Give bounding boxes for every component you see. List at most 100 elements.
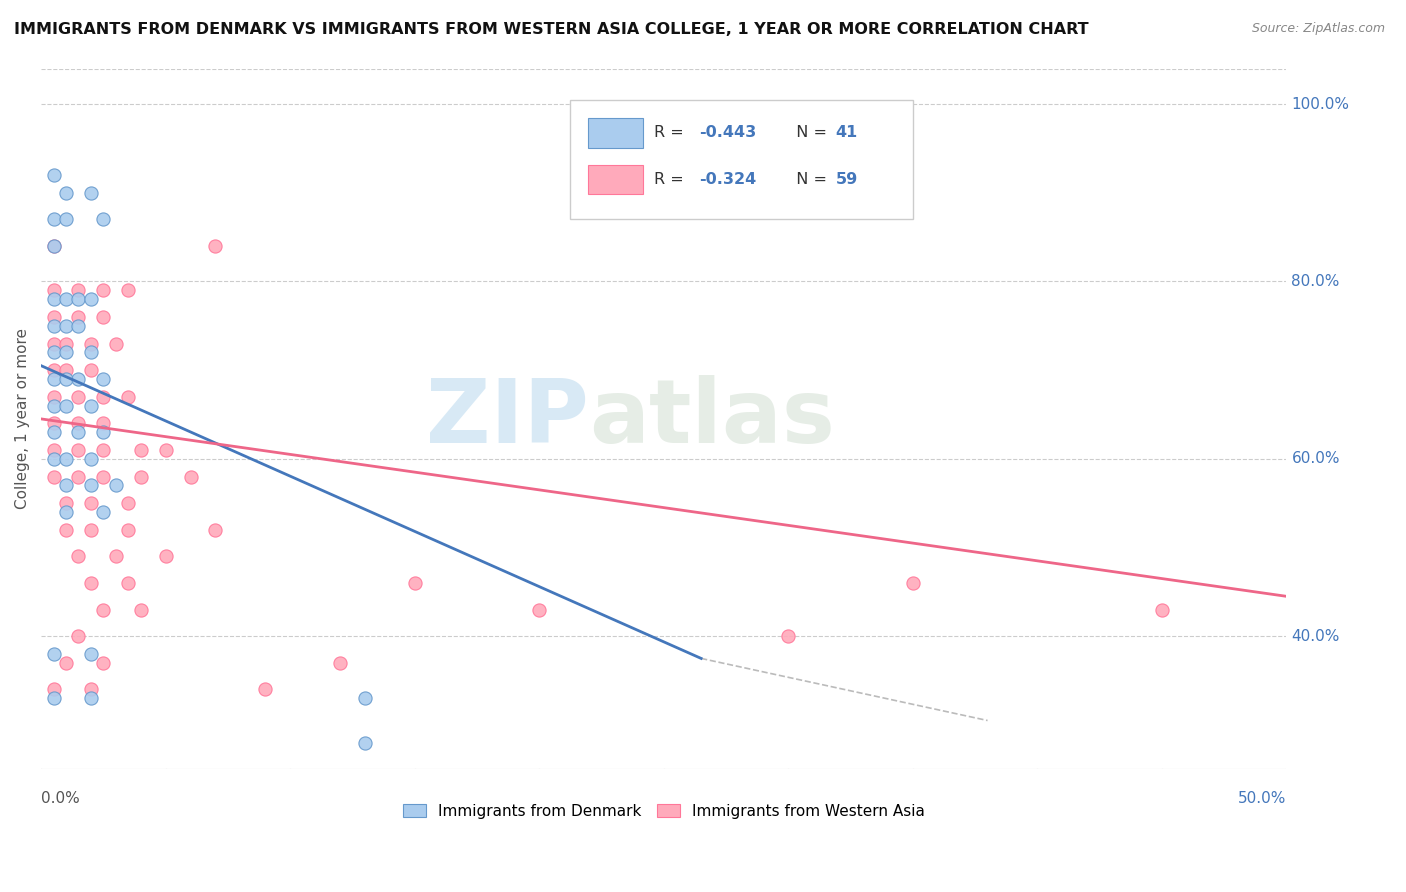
Point [42, 390, 65, 404]
Point [42, 442, 65, 457]
Point [67, 629, 90, 643]
Point [93, 469, 115, 483]
Point [42, 212, 65, 227]
Point [104, 336, 127, 351]
Point [55, 212, 77, 227]
Point [204, 523, 226, 537]
Point [80, 647, 103, 661]
Point [80, 496, 103, 510]
Text: 50.0%: 50.0% [1239, 791, 1286, 806]
Point [42, 283, 65, 297]
Point [93, 442, 115, 457]
Point [93, 417, 115, 431]
Point [67, 283, 90, 297]
Point [67, 469, 90, 483]
Text: 60.0%: 60.0% [1292, 451, 1340, 467]
Point [354, 691, 377, 706]
Point [80, 186, 103, 200]
Text: IMMIGRANTS FROM DENMARK VS IMMIGRANTS FROM WESTERN ASIA COLLEGE, 1 YEAR OR MORE : IMMIGRANTS FROM DENMARK VS IMMIGRANTS FR… [14, 22, 1088, 37]
Point [67, 318, 90, 333]
Point [67, 425, 90, 440]
Point [155, 442, 177, 457]
Text: 59: 59 [835, 172, 858, 186]
Text: 40.0%: 40.0% [1292, 629, 1340, 644]
Point [778, 629, 800, 643]
Point [93, 390, 115, 404]
Point [55, 345, 77, 359]
Point [55, 656, 77, 670]
Text: atlas: atlas [589, 376, 835, 462]
Text: 100.0%: 100.0% [1292, 96, 1350, 112]
Point [42, 310, 65, 324]
Point [42, 239, 65, 253]
Point [67, 417, 90, 431]
Point [67, 442, 90, 457]
Point [204, 239, 226, 253]
Legend: Immigrants from Denmark, Immigrants from Western Asia: Immigrants from Denmark, Immigrants from… [396, 797, 931, 825]
Point [55, 336, 77, 351]
Point [80, 292, 103, 306]
FancyBboxPatch shape [588, 119, 643, 148]
Text: ZIP: ZIP [426, 376, 589, 462]
Point [55, 523, 77, 537]
Point [354, 736, 377, 750]
Point [80, 451, 103, 466]
Point [55, 505, 77, 519]
Point [80, 336, 103, 351]
Point [42, 336, 65, 351]
Point [55, 478, 77, 492]
Point [42, 399, 65, 413]
Point [55, 186, 77, 200]
Text: N =: N = [786, 126, 832, 141]
Point [117, 576, 139, 591]
Point [901, 576, 924, 591]
Point [42, 292, 65, 306]
Point [80, 478, 103, 492]
FancyBboxPatch shape [571, 100, 912, 219]
Point [80, 363, 103, 377]
Point [117, 496, 139, 510]
Text: R =: R = [654, 126, 689, 141]
Point [42, 469, 65, 483]
Point [104, 478, 127, 492]
Text: 0.0%: 0.0% [41, 791, 80, 806]
Point [129, 602, 152, 616]
Point [42, 417, 65, 431]
Point [80, 345, 103, 359]
Point [55, 399, 77, 413]
Point [117, 523, 139, 537]
Point [404, 576, 426, 591]
Point [67, 292, 90, 306]
Point [55, 372, 77, 386]
Point [104, 549, 127, 564]
Text: 80.0%: 80.0% [1292, 274, 1340, 289]
Point [129, 442, 152, 457]
Point [93, 505, 115, 519]
Point [80, 576, 103, 591]
Point [42, 372, 65, 386]
Point [42, 239, 65, 253]
FancyBboxPatch shape [588, 164, 643, 194]
Point [93, 283, 115, 297]
Text: R =: R = [654, 172, 689, 186]
Point [129, 469, 152, 483]
Point [55, 363, 77, 377]
Point [55, 451, 77, 466]
Point [67, 372, 90, 386]
Point [42, 682, 65, 697]
Point [93, 372, 115, 386]
Point [80, 399, 103, 413]
Text: -0.443: -0.443 [699, 126, 756, 141]
Point [42, 425, 65, 440]
Point [1150, 602, 1173, 616]
Point [93, 212, 115, 227]
Point [93, 656, 115, 670]
Text: N =: N = [786, 172, 832, 186]
Point [67, 310, 90, 324]
Text: -0.324: -0.324 [699, 172, 756, 186]
Point [42, 451, 65, 466]
Point [254, 682, 277, 697]
Point [55, 292, 77, 306]
Point [42, 318, 65, 333]
Point [80, 682, 103, 697]
